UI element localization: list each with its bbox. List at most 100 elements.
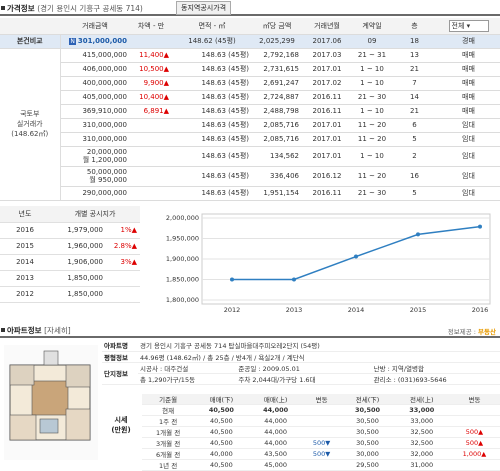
cell-floor: 21 [392,104,437,119]
apt-section-title: 아파트정보 [자세히] [1,325,71,336]
price-cell: 40,500 [194,437,249,449]
price-cell: 40,500 [194,459,249,471]
cell-change [106,286,140,303]
price-cell: 500▼ [302,448,341,460]
price-cell: 40,500 [194,404,249,416]
price-cell: 32,000 [394,448,449,460]
cell-ym: 2017.02 [302,76,352,91]
cell-amount: 415,000,000 [60,48,130,63]
price-cell [448,415,500,427]
col-diff: 차액 - 만 [130,18,172,35]
table-row: 2014 1,906,000 3%▲ [0,254,140,271]
provider-logo: 부동산 [478,328,496,336]
official-price-tab[interactable]: 동지역공시가격 [176,1,232,15]
table-row[interactable]: 50,000,000 월 950,000 148.63 (45평) 336,406 2… [0,166,500,187]
cell-floor: 13 [392,48,437,63]
table-row[interactable]: 400,000,000 9,900▲ 148.63 (45평) 2,691,247 20… [0,76,500,91]
up-arrow-icon: ▲ [163,51,169,59]
title-text: 가격정보 [7,4,35,13]
price-cell: 1,000▲ [448,448,500,460]
price-cell: 44,000 [248,415,303,427]
table-row: 2015 1,960,000 2.8%▲ [0,238,140,255]
table-row[interactable]: 406,000,000 10,500▲ 148.63 (45평) 2,731,615 2… [0,62,500,77]
price-cell: 30,500 [340,404,395,416]
provider: 정보제공 : 부동산 [448,326,496,336]
change-value: 2.8% [113,242,132,250]
data-point[interactable] [478,224,482,229]
cell-price: 1,850,000 [50,270,106,287]
price-cell [302,459,341,471]
cell-diff: 6,891▲ [130,104,172,119]
cell-per_m2: 2,691,247 [252,76,302,91]
cell-type: 매매 [437,90,500,105]
cell-ym: 2017.03 [302,48,352,63]
cell-per_m2: 2,792,168 [252,48,302,63]
cell-per_m2: 2,724,887 [252,90,302,105]
compare-amount: N 301,000,000 [60,34,130,49]
apt-detail-link[interactable]: [자세히] [44,326,71,335]
table-row[interactable]: 290,000,000 148.63 (45평) 1,951,154 2016.11 2… [0,186,500,201]
data-point[interactable] [416,232,420,237]
table-row: 3개월 전 40,500 44,000 500▼ 30,500 32,500 500▲ [142,437,500,449]
cell-amount: 50,000,000 월 950,000 [60,166,130,187]
compare-day: 09 [352,34,392,49]
cell-ym: 2017.01 [302,146,352,167]
cell-change: 2.8%▲ [106,238,140,255]
price-cell: 500▲ [448,426,500,438]
cell-change: 1%▲ [106,222,140,239]
table-row[interactable]: 310,000,000 148.63 (45평) 2,085,716 2017.01 1… [0,132,500,147]
cell-day: 21 ~ 31 [352,48,392,63]
cell-area: 148.63 (45평) [172,62,252,77]
type-filter-select[interactable]: 전체 ▾ [448,19,489,32]
data-point[interactable] [354,254,358,259]
price-cell: 현재 [142,404,195,416]
table-row[interactable]: 310,000,000 148.63 (45평) 2,085,716 2017.01 1… [0,118,500,133]
cell-day: 11 ~ 20 [352,166,392,187]
table-row[interactable]: 405,000,000 10,400▲ 148.63 (45평) 2,724,887 2… [0,90,500,105]
compare-row: 본건비교 N 301,000,000 148.62 (45평) 2,025,299 201… [0,34,500,49]
cell-year: 2014 [0,254,50,271]
cell-ym: 2016.11 [302,186,352,201]
cell-day: 11 ~ 20 [352,118,392,133]
price-cell: 32,500 [394,426,449,438]
price-cell: 30,500 [340,437,395,449]
cell-diff [130,118,172,133]
y-tick-label: 1,950,000 [166,235,199,243]
price-col: 변동 [302,394,341,405]
x-tick-label: 2014 [348,306,365,314]
cell-type: 매매 [437,76,500,91]
table-row[interactable]: 369,910,000 6,891▲ 148.63 (45평) 2,488,798 20… [0,104,500,119]
corner-cell [0,18,60,35]
plan-label: 평형정보 [102,351,138,363]
floor-plan-image[interactable] [4,345,98,460]
cell-day: 11 ~ 20 [352,132,392,147]
price-col: 변동 [448,394,500,405]
up-arrow-icon: ▲ [131,258,137,266]
cell-amount: 290,000,000 [60,186,130,201]
table-row[interactable]: 20,000,000 월 1,200,000 148.63 (45평) 134,56… [0,146,500,167]
data-point[interactable] [292,277,296,282]
data-point[interactable] [230,277,234,282]
col-filter: 전체 ▾ [437,18,500,35]
compare-diff [130,34,172,49]
cell-price: 1,979,000 [50,222,106,239]
price-section-title: 가격정보 (경기 용인시 기흥구 공세동 714) [1,3,143,14]
land-price-table: 년도 개별 공시지가 2016 1,979,000 1%▲ 2015 1,960,000 2… [0,206,140,303]
cell-diff [130,132,172,147]
cell-per_m2: 2,085,716 [252,118,302,133]
price-cell: 30,500 [340,426,395,438]
management-office: 관리소 : (031)693-5646 [371,373,500,385]
table-row: 2012 1,850,000 [0,286,140,303]
price-cell: 30,500 [340,415,395,427]
price-section-header: 가격정보 (경기 용인시 기흥구 공세동 714) 동지역공시가격 [0,0,500,16]
col-day: 계약일 [352,18,392,35]
price-cell [302,415,341,427]
cell-amount: 400,000,000 [60,76,130,91]
cell-type: 임대 [437,118,500,133]
cell-price: 1,906,000 [50,254,106,271]
cell-diff: 10,500▲ [130,62,172,77]
price-col: 매매(上) [248,394,303,405]
cell-type: 매매 [437,104,500,119]
table-row[interactable]: 국토부 실거래가 (148.62㎡) 415,000,000 11,400▲ 148.… [0,48,500,201]
change-value: 1% [120,226,132,234]
